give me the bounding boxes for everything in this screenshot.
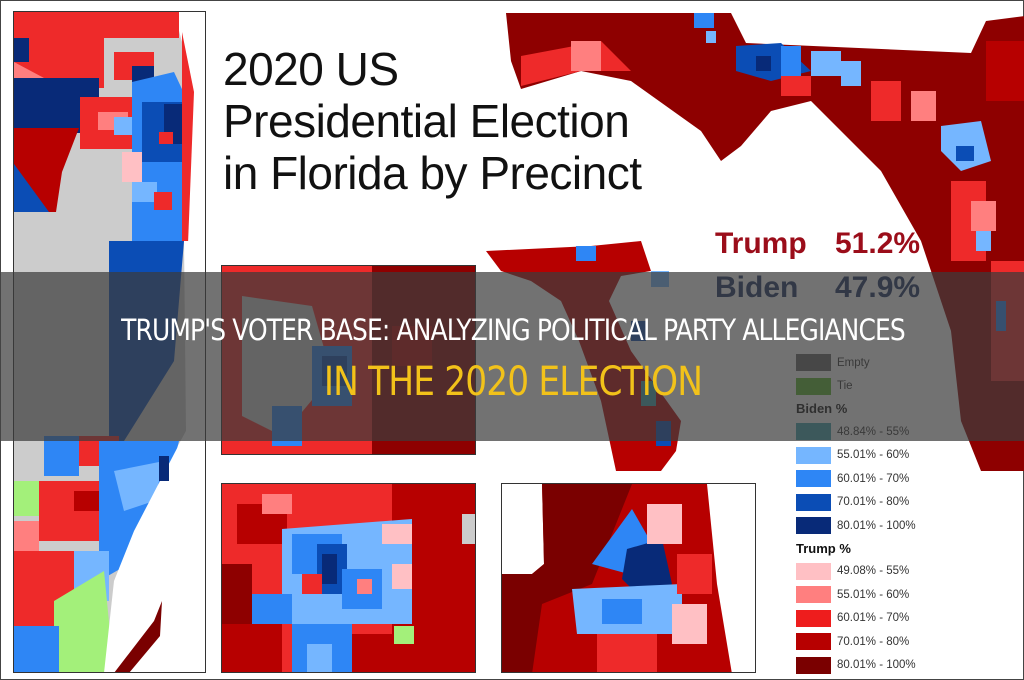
- northeast-inset-map: [501, 483, 756, 673]
- legend-swatch: [796, 633, 831, 651]
- legend-swatch: [796, 493, 831, 511]
- legend-item-trump-1: 49.08% - 55%: [796, 560, 1016, 584]
- legend-item-trump-2: 55.01% - 60%: [796, 583, 1016, 607]
- legend-swatch: [796, 470, 831, 488]
- legend-item-trump-5: 80.01% - 100%: [796, 654, 1016, 678]
- map-title-line-3: in Florida by Precinct: [223, 147, 642, 199]
- legend-item-biden-3: 60.01% - 70%: [796, 467, 1016, 491]
- map-title-line-1: 2020 US: [223, 43, 399, 95]
- legend-swatch: [796, 517, 831, 535]
- trump-result-candidate: Trump: [715, 227, 807, 260]
- headline-overlay-band: [1, 272, 1024, 441]
- headline-line-2: IN THE 2020 ELECTION: [323, 359, 703, 405]
- orlando-inset-map: [221, 483, 476, 673]
- legend-item-trump-4: 70.01% - 80%: [796, 630, 1016, 654]
- map-title: 2020 US Presidential Election in Florida…: [223, 43, 642, 199]
- trump-result-percent: 51.2%: [835, 227, 921, 260]
- legend-item-biden-5: 80.01% - 100%: [796, 514, 1016, 538]
- southeast-coast-map-panel: [13, 11, 206, 243]
- legend-item-biden-2: 55.01% - 60%: [796, 444, 1016, 468]
- legend-heading-trump: Trump %: [796, 540, 851, 556]
- legend-swatch: [796, 446, 831, 464]
- legend-item-biden-4: 70.01% - 80%: [796, 491, 1016, 515]
- headline-line-1: TRUMP'S VOTER BASE: ANALYZING POLITICAL …: [121, 313, 906, 347]
- legend-swatch: [796, 562, 831, 580]
- legend-swatch: [796, 609, 831, 627]
- legend-swatch: [796, 586, 831, 604]
- legend-swatch: [796, 656, 831, 674]
- southeast-coast-map-top: [14, 12, 205, 242]
- legend-item-trump-3: 60.01% - 70%: [796, 607, 1016, 631]
- trump-result: Trump 51.2%: [715, 227, 920, 261]
- map-title-line-2: Presidential Election: [223, 95, 630, 147]
